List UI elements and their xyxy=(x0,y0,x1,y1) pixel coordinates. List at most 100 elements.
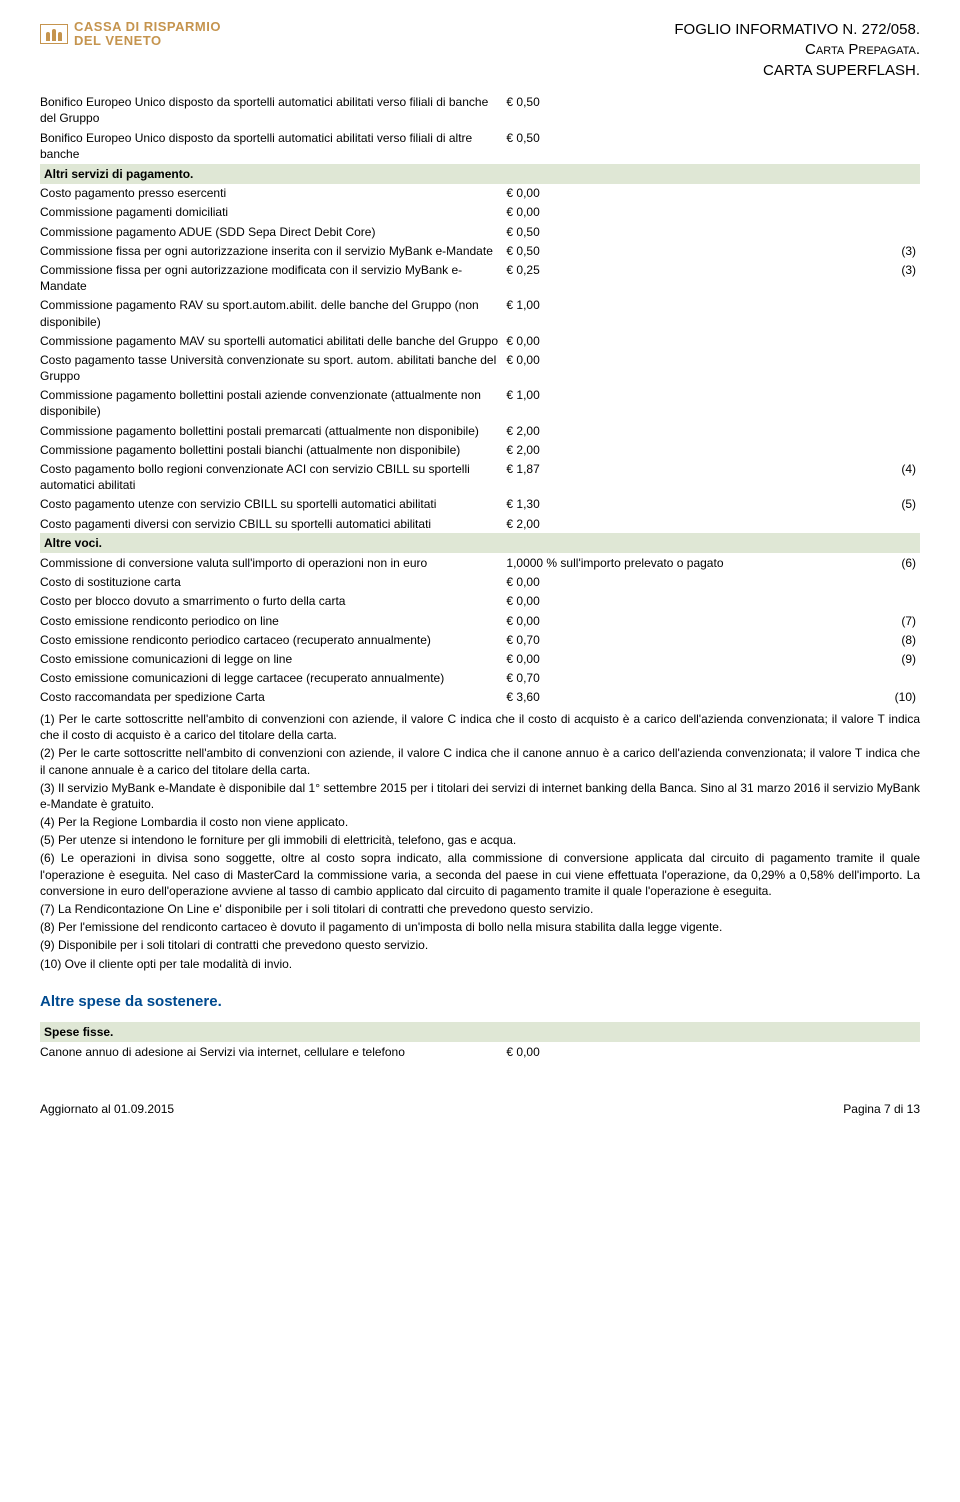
row-value: 1,0000 % sull'importo prelevato o pagato xyxy=(506,553,788,572)
row-note xyxy=(788,669,920,688)
footnotes: (1) Per le carte sottoscritte nell'ambit… xyxy=(40,711,920,972)
table-row: Bonifico Europeo Unico disposto da sport… xyxy=(40,128,920,163)
logo-icon xyxy=(40,24,68,44)
row-value: € 0,00 xyxy=(506,573,788,592)
row-label: Bonifico Europeo Unico disposto da sport… xyxy=(40,128,506,163)
row-note xyxy=(788,203,920,222)
secondary-table: Spese fisse.Canone annuo di adesione ai … xyxy=(40,1022,920,1061)
footnote: (9) Disponibile per i soli titolari di c… xyxy=(40,937,920,953)
row-label: Commissione pagamento MAV su sportelli a… xyxy=(40,331,506,350)
row-note xyxy=(788,592,920,611)
logo-line2: DEL VENETO xyxy=(74,34,221,48)
table-row: Canone annuo di adesione ai Servizi via … xyxy=(40,1042,920,1061)
section-heading: Altri servizi di pagamento. xyxy=(40,164,920,184)
row-value: € 0,50 xyxy=(506,93,788,128)
row-value: € 0,00 xyxy=(506,611,788,630)
row-label: Commissione fissa per ogni autorizzazion… xyxy=(40,260,506,295)
row-note xyxy=(788,573,920,592)
row-label: Costo di sostituzione carta xyxy=(40,573,506,592)
row-note: (5) xyxy=(788,495,920,514)
row-value: € 0,70 xyxy=(506,669,788,688)
row-label: Costo pagamento presso esercenti xyxy=(40,184,506,203)
row-note xyxy=(788,222,920,241)
table-row: Costo emissione comunicazioni di legge o… xyxy=(40,649,920,668)
row-value: € 3,60 xyxy=(506,688,788,707)
section-title: Altre spese da sostenere. xyxy=(40,992,920,1012)
row-note: (8) xyxy=(788,630,920,649)
table-row: Commissione pagamento bollettini postali… xyxy=(40,386,920,421)
row-value: € 1,00 xyxy=(506,386,788,421)
row-label: Commissione pagamento bollettini postali… xyxy=(40,386,506,421)
main-table: Bonifico Europeo Unico disposto da sport… xyxy=(40,93,920,707)
footnote: (4) Per la Regione Lombardia il costo no… xyxy=(40,814,920,830)
row-label: Costo emissione comunicazioni di legge o… xyxy=(40,649,506,668)
doc-title-l2: Carta Prepagata. xyxy=(674,40,920,60)
row-note xyxy=(788,331,920,350)
row-label: Bonifico Europeo Unico disposto da sport… xyxy=(40,93,506,128)
row-label: Commissione fissa per ogni autorizzazion… xyxy=(40,241,506,260)
row-value: € 0,00 xyxy=(506,1042,788,1061)
table-row: Commissione di conversione valuta sull'i… xyxy=(40,553,920,572)
row-note xyxy=(788,440,920,459)
row-note xyxy=(788,296,920,331)
row-note xyxy=(788,514,920,533)
footnote: (7) La Rendicontazione On Line e' dispon… xyxy=(40,901,920,917)
row-label: Commissione di conversione valuta sull'i… xyxy=(40,553,506,572)
footnote: (2) Per le carte sottoscritte nell'ambit… xyxy=(40,745,920,777)
table-row: Costo pagamenti diversi con servizio CBI… xyxy=(40,514,920,533)
footnote: (1) Per le carte sottoscritte nell'ambit… xyxy=(40,711,920,743)
table-row: Costo pagamento presso esercenti€ 0,00 xyxy=(40,184,920,203)
footnote: (6) Le operazioni in divisa sono soggett… xyxy=(40,850,920,899)
row-label: Commissione pagamento RAV su sport.autom… xyxy=(40,296,506,331)
logo-text: CASSA DI RISPARMIO DEL VENETO xyxy=(74,20,221,49)
table-row: Costo raccomandata per spedizione Carta€… xyxy=(40,688,920,707)
row-value: € 1,87 xyxy=(506,460,788,495)
row-note xyxy=(788,421,920,440)
row-value: € 2,00 xyxy=(506,440,788,459)
table-row: Commissione pagamento RAV su sport.autom… xyxy=(40,296,920,331)
row-label: Costo emissione rendiconto periodico on … xyxy=(40,611,506,630)
row-note xyxy=(788,386,920,421)
row-value: € 1,00 xyxy=(506,296,788,331)
footer: Aggiornato al 01.09.2015 Pagina 7 di 13 xyxy=(40,1101,920,1117)
doc-title-l1: FOGLIO INFORMATIVO N. 272/058. xyxy=(674,20,920,40)
table-row: Costo emissione comunicazioni di legge c… xyxy=(40,669,920,688)
row-value: € 0,00 xyxy=(506,649,788,668)
row-note xyxy=(788,1042,920,1061)
table-row: Costo emissione rendiconto periodico car… xyxy=(40,630,920,649)
table-row: Commissione pagamento ADUE (SDD Sepa Dir… xyxy=(40,222,920,241)
table-row: Commissione fissa per ogni autorizzazion… xyxy=(40,260,920,295)
row-label: Costo pagamento bollo regioni convenzion… xyxy=(40,460,506,495)
footer-date: Aggiornato al 01.09.2015 xyxy=(40,1101,174,1117)
logo-line1: CASSA DI RISPARMIO xyxy=(74,20,221,34)
row-value: € 0,00 xyxy=(506,184,788,203)
row-label: Commissione pagamento bollettini postali… xyxy=(40,421,506,440)
row-value: € 0,00 xyxy=(506,203,788,222)
table-row: Commissione pagamento bollettini postali… xyxy=(40,440,920,459)
table-row: Bonifico Europeo Unico disposto da sport… xyxy=(40,93,920,128)
row-label: Costo pagamenti diversi con servizio CBI… xyxy=(40,514,506,533)
footnote: (8) Per l'emissione del rendiconto carta… xyxy=(40,919,920,935)
header: CASSA DI RISPARMIO DEL VENETO FOGLIO INF… xyxy=(40,20,920,81)
row-note xyxy=(788,350,920,385)
row-note: (6) xyxy=(788,553,920,572)
table-row: Commissione fissa per ogni autorizzazion… xyxy=(40,241,920,260)
footnote: (10) Ove il cliente opti per tale modali… xyxy=(40,956,920,972)
table-row: Costo emissione rendiconto periodico on … xyxy=(40,611,920,630)
table-row: Costo pagamento bollo regioni convenzion… xyxy=(40,460,920,495)
row-label: Costo pagamento tasse Università convenz… xyxy=(40,350,506,385)
row-note: (7) xyxy=(788,611,920,630)
doc-title-l3: CARTA SUPERFLASH. xyxy=(674,61,920,81)
row-value: € 2,00 xyxy=(506,514,788,533)
row-label: Costo per blocco dovuto a smarrimento o … xyxy=(40,592,506,611)
row-note: (3) xyxy=(788,241,920,260)
row-value: € 0,25 xyxy=(506,260,788,295)
footnote: (3) Il servizio MyBank e-Mandate è dispo… xyxy=(40,780,920,812)
row-label: Canone annuo di adesione ai Servizi via … xyxy=(40,1042,506,1061)
table-row: Commissione pagamento MAV su sportelli a… xyxy=(40,331,920,350)
row-note: (4) xyxy=(788,460,920,495)
row-label: Costo pagamento utenze con servizio CBIL… xyxy=(40,495,506,514)
row-value: € 0,00 xyxy=(506,350,788,385)
row-label: Commissione pagamento bollettini postali… xyxy=(40,440,506,459)
row-value: € 0,00 xyxy=(506,592,788,611)
